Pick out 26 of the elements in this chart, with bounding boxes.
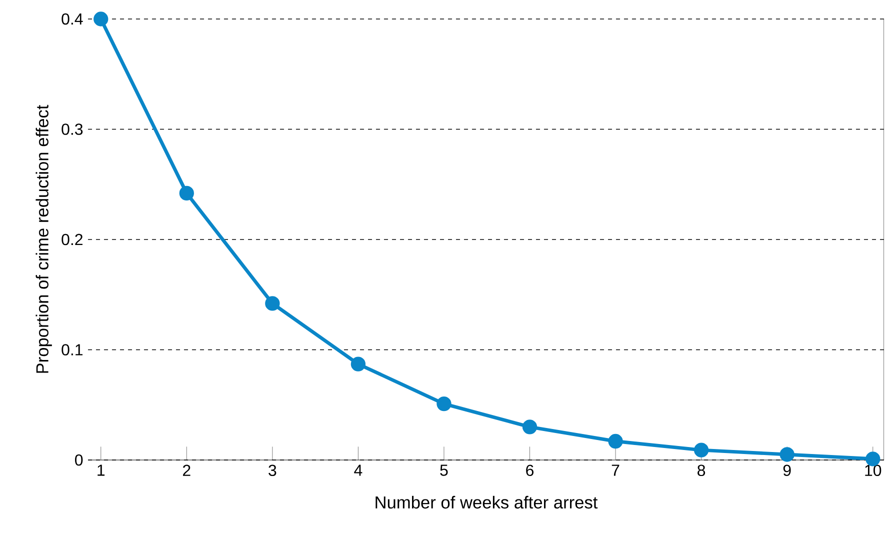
x-tick-label: 7 xyxy=(612,464,620,476)
y-axis-title: Proportion of crime reduction effect xyxy=(36,104,52,373)
x-tick-label: 5 xyxy=(440,464,448,476)
point xyxy=(694,442,709,458)
y-tick-label: 0.4 xyxy=(62,13,83,25)
point xyxy=(522,420,538,434)
point xyxy=(179,186,194,201)
y-tick-label: 0 xyxy=(75,454,83,466)
point xyxy=(608,434,623,449)
x-tick-label: 4 xyxy=(354,464,362,476)
point xyxy=(350,356,366,372)
x-tick-label: 6 xyxy=(526,464,534,476)
point xyxy=(265,296,280,311)
x-axis-title: Number of weeks after arrest xyxy=(376,496,598,509)
x-tick-label: 2 xyxy=(182,464,190,476)
x-tick-label: 9 xyxy=(783,464,791,476)
y-tick-label: 0.1 xyxy=(62,344,83,356)
y-tick-label: 0.2 xyxy=(62,234,82,246)
point xyxy=(436,396,452,412)
point xyxy=(94,12,108,26)
y-tick-label: 0.3 xyxy=(62,124,83,135)
point xyxy=(780,447,794,462)
x-tick-label: 3 xyxy=(268,464,276,476)
x-tick-label: 8 xyxy=(698,464,706,476)
x-tick-label: 10 xyxy=(865,464,882,476)
x-tick-label: 1 xyxy=(98,464,105,476)
